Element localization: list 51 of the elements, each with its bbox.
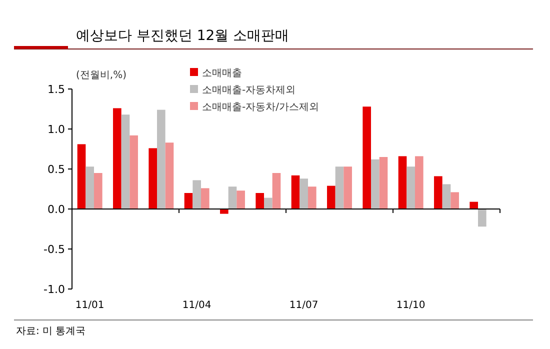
bar [478, 209, 486, 227]
legend-label: 소매매출-자동차제외 [202, 85, 296, 96]
bar [335, 166, 344, 209]
bar [434, 176, 442, 209]
bar [406, 166, 415, 209]
bar [165, 142, 174, 209]
bar [470, 202, 478, 209]
legend-label: 소매매출 [202, 68, 242, 79]
text: 자료: 미 통계국 [16, 326, 86, 337]
bar [344, 166, 352, 209]
bar [291, 175, 300, 209]
y-axis-title: (전월비,%) [76, 70, 127, 81]
bar [236, 190, 245, 209]
bar [86, 166, 94, 209]
x-tick-label: 11/04 [182, 300, 212, 311]
x-tick-label: 11/07 [289, 300, 318, 311]
bar [371, 159, 380, 209]
y-tick-label: 1.0 [48, 123, 65, 136]
chart-title: 예상보다 부진했던 12월 소매판매 [76, 28, 290, 44]
bar [398, 156, 407, 209]
y-tick-label: 0.5 [48, 163, 65, 176]
bar [220, 209, 228, 214]
bar [327, 186, 336, 209]
bar [113, 108, 122, 209]
bar [362, 106, 372, 209]
bar [148, 148, 158, 209]
bar [272, 173, 281, 209]
y-tick-label: -1.0 [44, 283, 65, 296]
bar [200, 188, 210, 209]
bar [228, 186, 237, 209]
x-tick-label: 11/10 [396, 300, 426, 311]
bar [77, 144, 86, 209]
y-tick-label: 0.0 [48, 203, 65, 216]
bar [121, 114, 130, 209]
bar [450, 192, 459, 209]
bar [308, 186, 316, 209]
bar [192, 180, 201, 209]
bar [184, 193, 193, 209]
x-tick-label: 11/01 [75, 300, 104, 311]
bar [379, 157, 388, 209]
bar [256, 193, 264, 209]
legend-label: 소매매출-자동차/가스제외 [202, 102, 319, 113]
bar [300, 178, 308, 209]
y-tick-label: -0.5 [44, 243, 65, 256]
bar [130, 135, 138, 209]
bar [157, 110, 166, 209]
bar [414, 156, 424, 209]
bar [442, 184, 451, 209]
y-tick-label: 1.5 [48, 83, 65, 96]
bar [264, 198, 272, 209]
bar [94, 173, 102, 209]
